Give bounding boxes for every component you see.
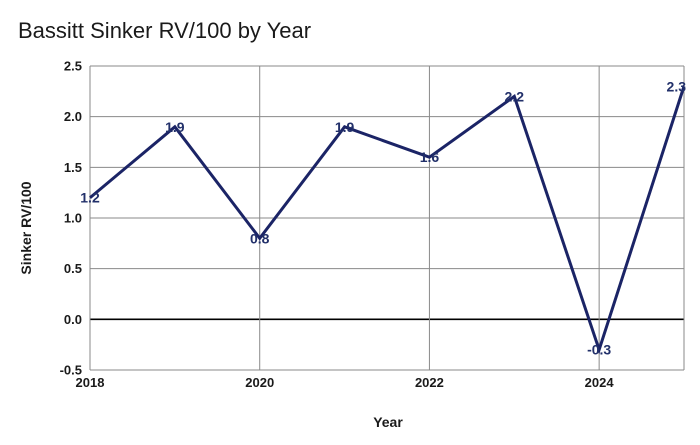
data-label: 1.6 — [420, 149, 440, 165]
data-label: 0.8 — [250, 230, 270, 246]
data-label: 1.2 — [80, 190, 100, 206]
y-tick-label: 2.0 — [64, 109, 82, 124]
x-tick-label: 2024 — [585, 375, 615, 390]
x-axis-label: Year — [373, 414, 403, 430]
y-axis-ticks: -0.5 0.0 0.5 1.0 1.5 2.0 2.5 — [60, 59, 82, 378]
x-tick-label: 2018 — [76, 375, 105, 390]
grid — [89, 65, 685, 371]
y-axis-label: Sinker RV/100 — [18, 181, 34, 274]
x-tick-label: 2022 — [415, 375, 444, 390]
x-tick-label: 2020 — [245, 375, 274, 390]
series-line — [89, 85, 686, 355]
y-tick-label: 1.5 — [64, 160, 82, 175]
y-tick-label: -0.5 — [60, 363, 82, 378]
data-labels: 1.2 1.9 0.8 1.9 1.6 2.2 -0.3 2.3 — [80, 78, 686, 357]
chart-title: Bassitt Sinker RV/100 by Year — [18, 18, 311, 43]
data-label: 1.9 — [335, 119, 355, 135]
y-tick-label: 2.5 — [64, 59, 82, 74]
data-label: 2.3 — [667, 78, 687, 94]
y-tick-label: 1.0 — [64, 211, 82, 226]
x-axis-ticks: 2018 2020 2022 2024 — [76, 375, 615, 390]
data-label: 2.2 — [505, 88, 525, 104]
data-label: 1.9 — [165, 119, 185, 135]
y-tick-label: 0.0 — [64, 312, 82, 327]
data-label: -0.3 — [587, 342, 611, 358]
y-tick-label: 0.5 — [64, 261, 82, 276]
